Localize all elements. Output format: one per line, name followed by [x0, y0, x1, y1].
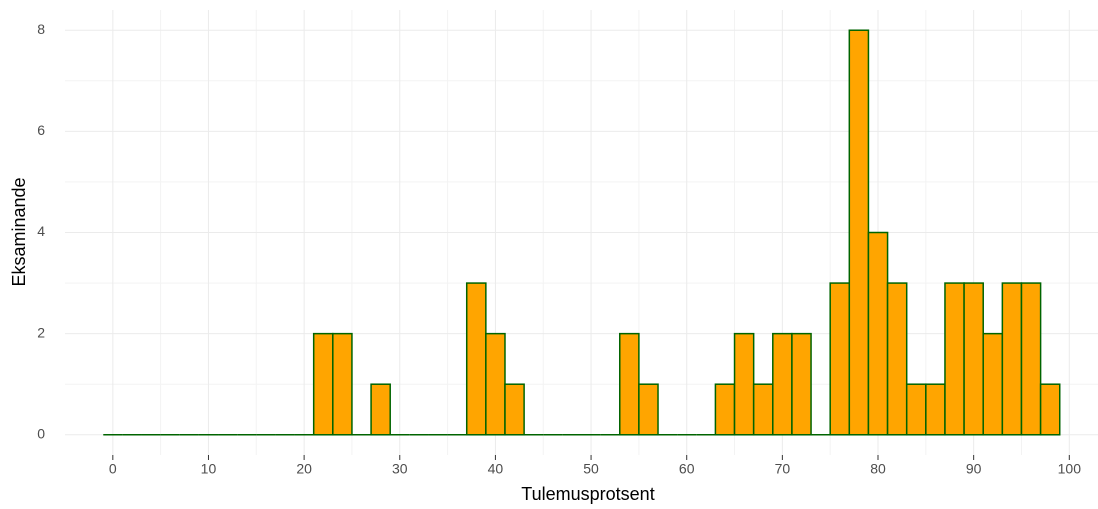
x-tick-label: 60	[679, 461, 695, 477]
x-tick-label: 70	[775, 461, 791, 477]
x-tick-label: 40	[488, 461, 504, 477]
bar	[905, 383, 927, 436]
bar	[619, 332, 640, 436]
bar	[1020, 282, 1042, 436]
bar	[829, 282, 851, 436]
x-tick-label: 80	[870, 461, 886, 477]
bar	[963, 282, 984, 436]
x-tick-label: 50	[583, 461, 599, 477]
bar	[504, 383, 525, 436]
bar	[332, 332, 353, 436]
bar	[370, 383, 391, 436]
bar	[867, 231, 889, 436]
bar	[848, 29, 870, 436]
y-tick-label: 8	[37, 21, 45, 37]
bar	[1001, 282, 1023, 436]
bar	[465, 282, 487, 436]
x-tick-label: 30	[392, 461, 408, 477]
bar	[886, 282, 908, 436]
x-tick-label: 10	[201, 461, 217, 477]
bar	[772, 332, 793, 436]
bar	[944, 282, 965, 436]
bar	[312, 332, 334, 436]
bar	[733, 332, 755, 436]
bar	[925, 383, 946, 436]
bar	[485, 332, 506, 436]
x-axis-title: Tulemusprotsent	[521, 484, 654, 504]
bar	[791, 332, 812, 436]
y-axis-title: Eksaminande	[9, 177, 29, 286]
y-tick-label: 2	[37, 324, 45, 340]
x-tick-label: 0	[109, 461, 117, 477]
x-tick-label: 20	[296, 461, 312, 477]
x-tick-label: 90	[966, 461, 982, 477]
y-tick-label: 4	[37, 223, 45, 239]
bar	[714, 383, 736, 436]
bar	[638, 383, 659, 436]
bar	[982, 332, 1004, 436]
y-tick-label: 6	[37, 122, 45, 138]
bar	[752, 383, 774, 436]
x-tick-label: 100	[1058, 461, 1082, 477]
bar	[1039, 383, 1061, 436]
y-tick-label: 0	[37, 425, 45, 441]
